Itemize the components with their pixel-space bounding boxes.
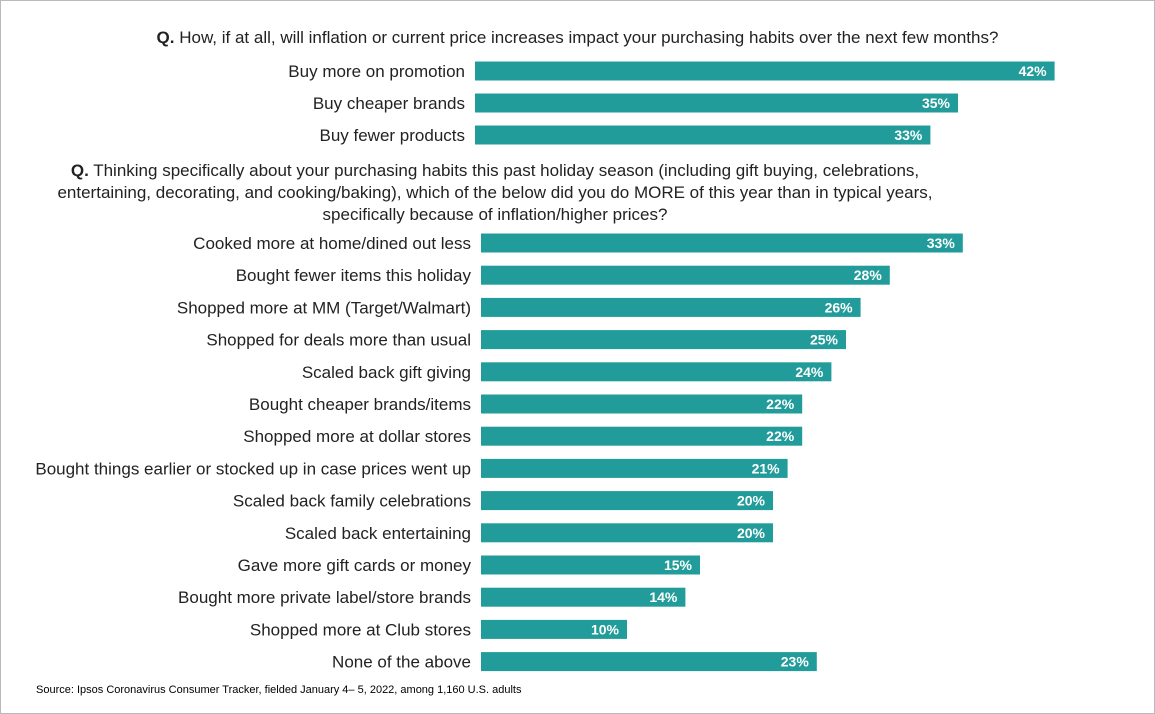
category-label: Cooked more at home/dined out less <box>193 234 471 253</box>
bar-value-label: 21% <box>752 460 781 476</box>
source-note: Source: Ipsos Coronavirus Consumer Track… <box>36 684 522 696</box>
question-1-text: How, if at all, will inflation or curren… <box>174 28 999 47</box>
bar-value-label: 24% <box>795 364 824 380</box>
bar-value-label: 33% <box>894 127 923 143</box>
category-label: Shopped for deals more than usual <box>206 331 471 350</box>
bar <box>481 233 963 253</box>
bar <box>481 587 686 607</box>
bar-value-label: 23% <box>781 654 810 670</box>
question-2: Q. Thinking specifically about your purc… <box>40 160 950 226</box>
category-label: Shopped more at MM (Target/Walmart) <box>177 298 471 317</box>
bar <box>481 491 773 511</box>
bar <box>481 619 627 639</box>
category-label: Bought cheaper brands/items <box>249 395 471 414</box>
bar <box>481 523 773 543</box>
bar-value-label: 14% <box>649 589 678 605</box>
question-2-prefix: Q. <box>70 161 89 180</box>
category-label: Gave more gift cards or money <box>238 556 472 575</box>
category-label: Scaled back gift giving <box>302 363 471 382</box>
bar <box>481 297 861 317</box>
category-label: Buy more on promotion <box>288 62 465 81</box>
bar <box>475 125 931 145</box>
bar-value-label: 15% <box>664 557 693 573</box>
category-label: Scaled back entertaining <box>285 524 471 543</box>
bar <box>475 61 1055 81</box>
bar-value-label: 20% <box>737 493 766 509</box>
bar-value-label: 33% <box>927 235 956 251</box>
bar <box>481 330 846 350</box>
bar <box>481 458 788 478</box>
bar-value-label: 42% <box>1019 63 1048 79</box>
question-1-prefix: Q. <box>156 28 175 47</box>
question-2-text: Thinking specifically about your purchas… <box>57 161 933 224</box>
category-label: Shopped more at Club stores <box>250 620 471 639</box>
bar <box>481 426 803 446</box>
bar-value-label: 28% <box>854 267 883 283</box>
bar-value-label: 22% <box>766 428 795 444</box>
bar <box>481 555 700 575</box>
bar <box>481 394 803 414</box>
category-label: Buy fewer products <box>319 126 465 145</box>
bar-value-label: 25% <box>810 332 839 348</box>
category-label: Shopped more at dollar stores <box>243 427 471 446</box>
category-label: Bought more private label/store brands <box>178 588 471 607</box>
bar-value-label: 26% <box>825 299 854 315</box>
bar-value-label: 35% <box>922 95 951 111</box>
category-label: Bought things earlier or stocked up in c… <box>35 459 471 478</box>
category-label: None of the above <box>332 653 471 672</box>
bar-value-label: 20% <box>737 525 766 541</box>
bar-value-label: 22% <box>766 396 795 412</box>
category-label: Bought fewer items this holiday <box>236 266 472 285</box>
category-label: Scaled back family celebrations <box>233 492 471 511</box>
bar <box>481 362 832 382</box>
bar <box>475 93 958 113</box>
bar <box>481 652 817 672</box>
question-1: Q. How, if at all, will inflation or cur… <box>0 28 1155 48</box>
category-label: Buy cheaper brands <box>313 94 465 113</box>
bar <box>481 265 890 285</box>
bar-value-label: 10% <box>591 621 620 637</box>
